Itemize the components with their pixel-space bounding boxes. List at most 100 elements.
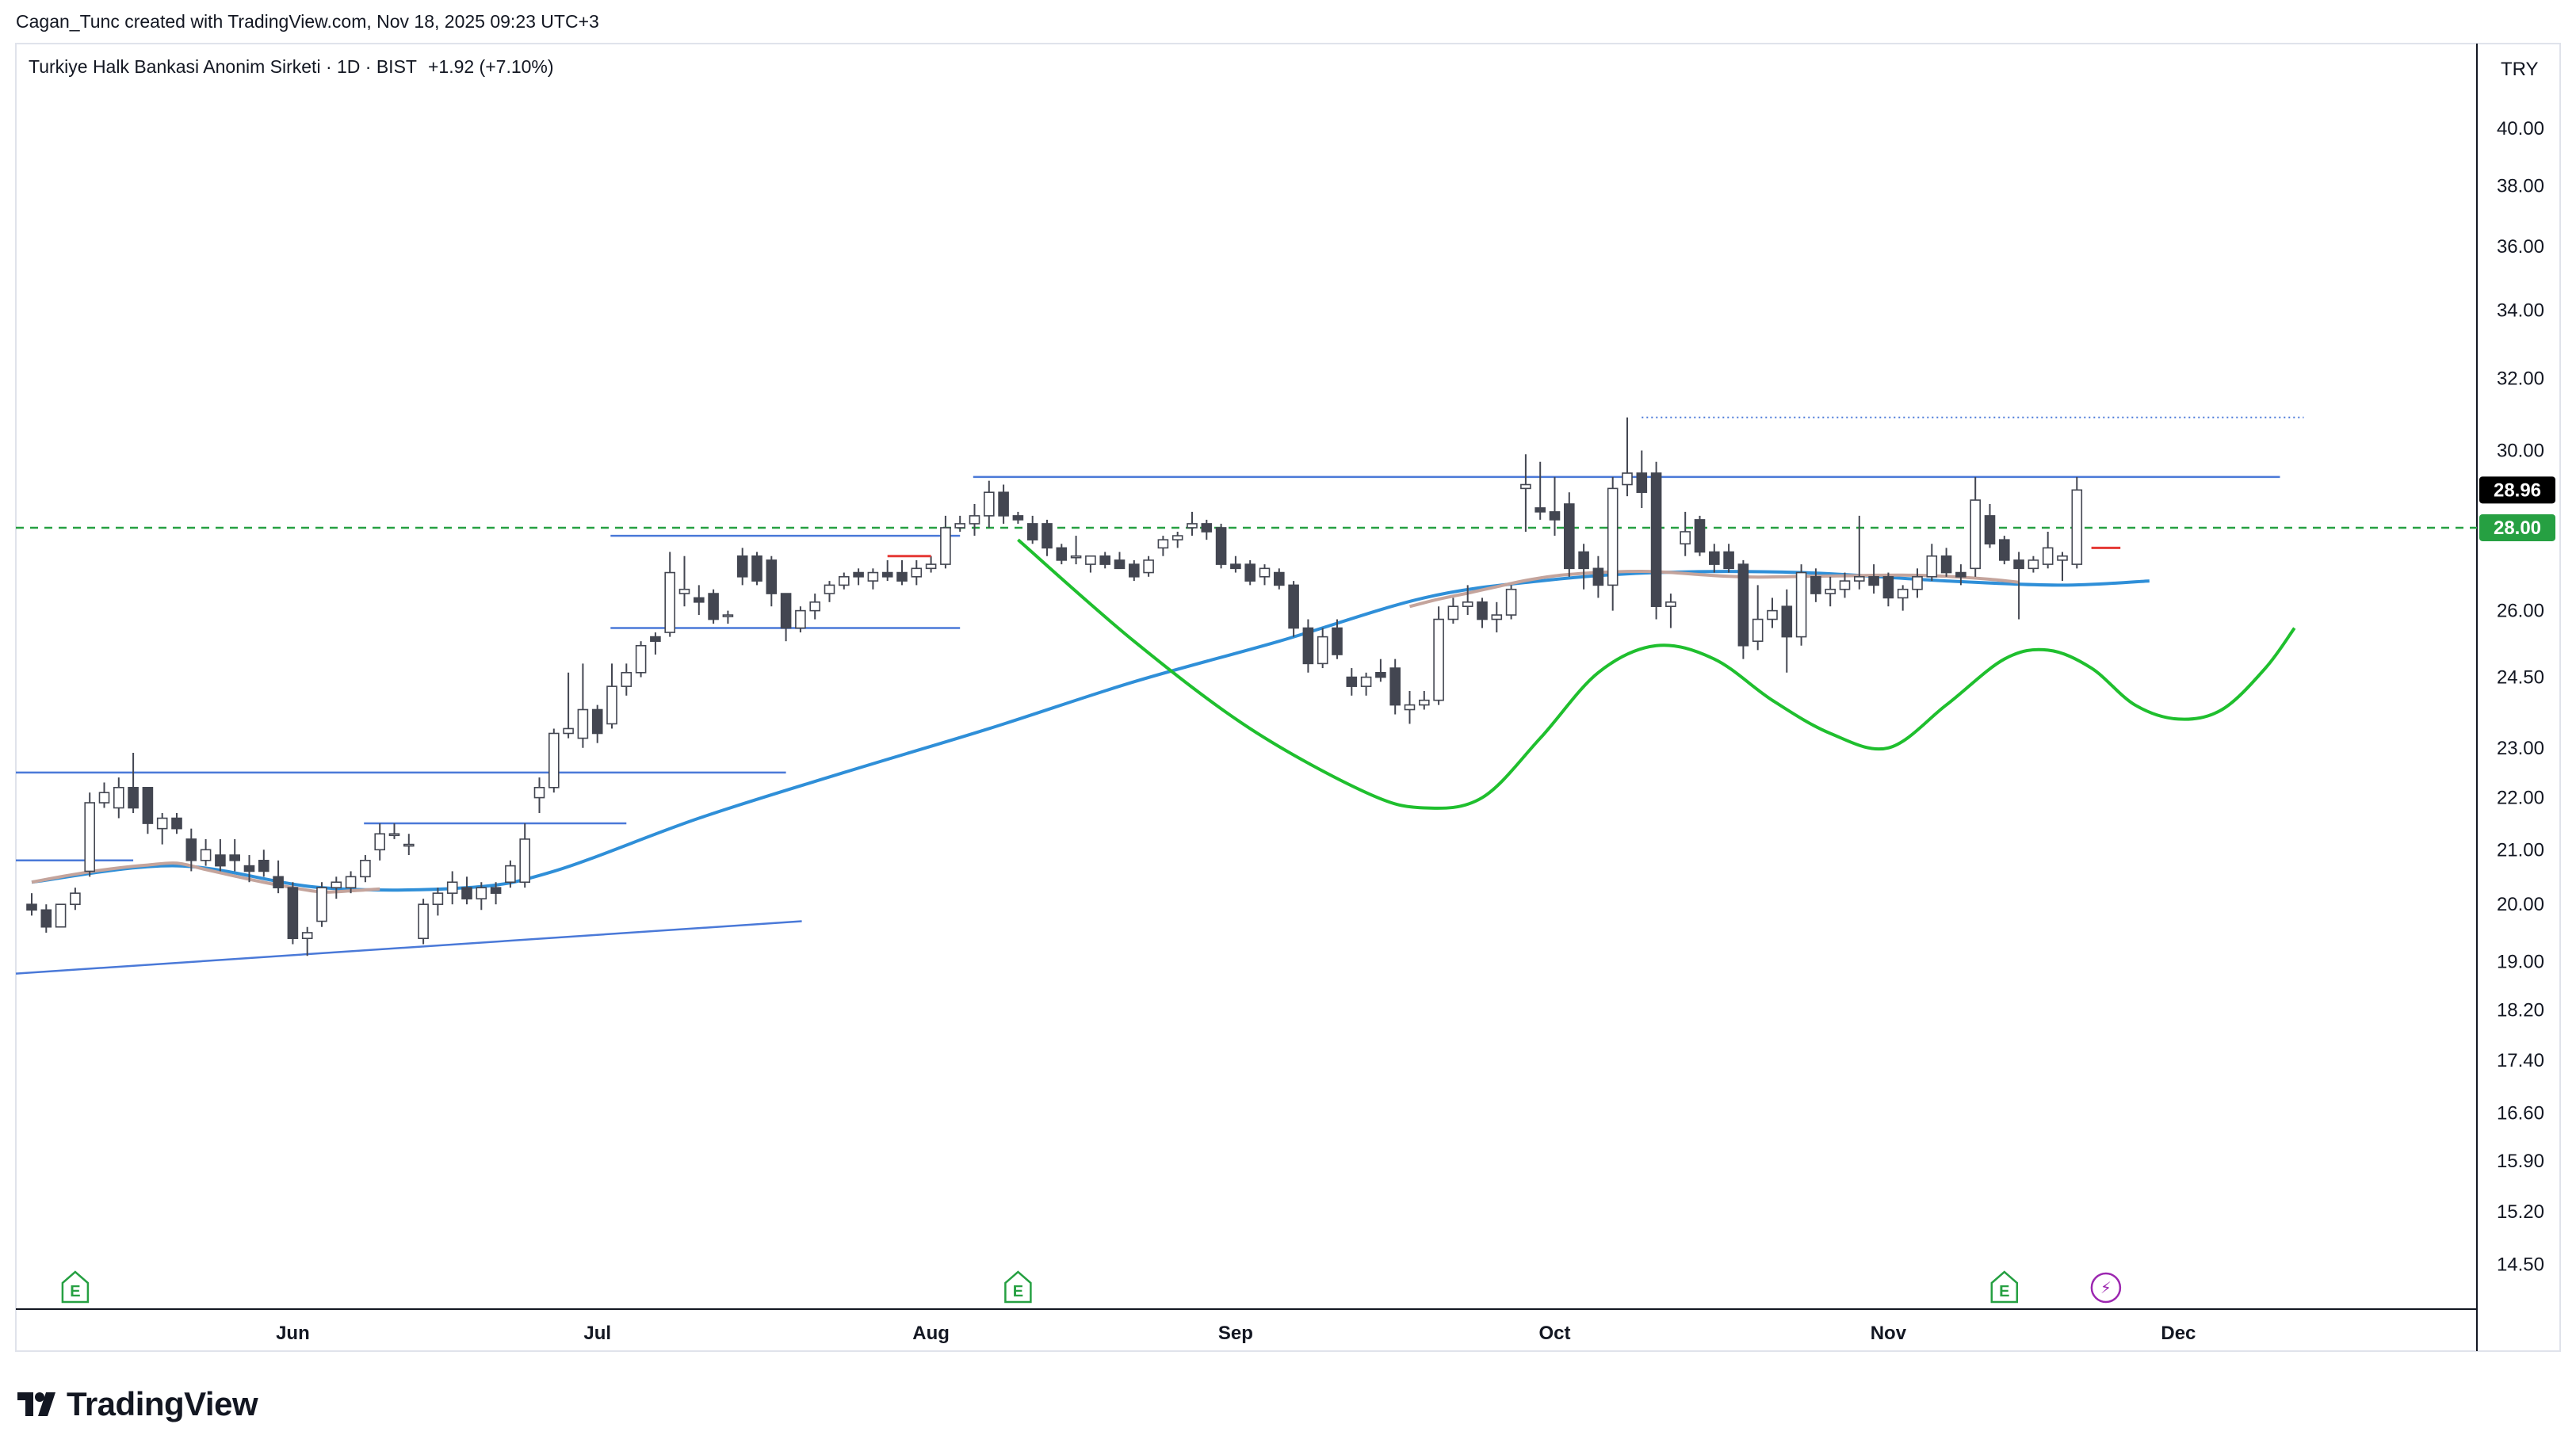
candle bbox=[1825, 576, 1836, 607]
chart-frame bbox=[15, 43, 2561, 1352]
candle bbox=[287, 882, 299, 945]
candle bbox=[98, 782, 110, 808]
candle-body bbox=[461, 887, 472, 899]
candle bbox=[1999, 536, 2010, 565]
candle bbox=[1070, 536, 1082, 565]
candle bbox=[795, 606, 806, 633]
candle-body bbox=[243, 865, 255, 872]
candle bbox=[1302, 619, 1314, 673]
candle-body bbox=[1825, 588, 1836, 594]
candle bbox=[1085, 555, 1096, 573]
candle bbox=[1767, 598, 1778, 628]
event-label: E bbox=[70, 1283, 80, 1300]
candle bbox=[476, 882, 487, 911]
candle-body bbox=[1085, 555, 1096, 565]
candle-body bbox=[1346, 676, 1358, 687]
candle-body bbox=[1767, 609, 1778, 620]
candle bbox=[896, 559, 908, 586]
candle-body bbox=[98, 792, 110, 804]
candle bbox=[461, 876, 472, 905]
candle-body bbox=[301, 932, 313, 940]
candle-body bbox=[1129, 563, 1140, 578]
candle bbox=[1433, 606, 1444, 705]
candle bbox=[984, 480, 995, 528]
candle-body bbox=[345, 876, 357, 888]
candle-body bbox=[273, 876, 284, 888]
candle bbox=[1650, 461, 1662, 620]
candle-body bbox=[171, 817, 182, 830]
candle bbox=[1607, 476, 1619, 611]
candle-body bbox=[1564, 503, 1575, 570]
candle-body bbox=[403, 843, 415, 847]
candle-body bbox=[563, 727, 574, 735]
candle-body bbox=[1070, 555, 1082, 559]
x-tick-label: Oct bbox=[1538, 1323, 1570, 1344]
earnings-event-icon[interactable]: E bbox=[1004, 1270, 1032, 1304]
candle bbox=[1549, 476, 1561, 536]
candle bbox=[1389, 659, 1401, 715]
candle-body bbox=[331, 881, 342, 888]
earnings-event-icon[interactable]: E bbox=[1990, 1270, 2019, 1304]
candle bbox=[1317, 628, 1328, 669]
moving-average-blue bbox=[31, 570, 2150, 892]
event-markers[interactable]: E E E ⚡ bbox=[61, 1270, 2122, 1304]
candle-body bbox=[1592, 567, 1604, 586]
candle bbox=[418, 899, 429, 945]
candle bbox=[1157, 536, 1169, 556]
candle-body bbox=[1419, 699, 1430, 706]
candle-body bbox=[1882, 576, 1894, 599]
candle-body bbox=[229, 854, 241, 861]
candle bbox=[1680, 511, 1691, 556]
candle-body bbox=[113, 786, 124, 809]
candle bbox=[1201, 519, 1213, 540]
x-tick-label: Nov bbox=[1871, 1323, 1907, 1344]
event-shape bbox=[1990, 1270, 2019, 1304]
candle bbox=[273, 860, 284, 894]
dividend-event-icon[interactable]: ⚡ bbox=[2090, 1272, 2122, 1304]
candle-body bbox=[200, 849, 212, 861]
x-tick-label: Jun bbox=[276, 1323, 310, 1344]
candle bbox=[446, 871, 458, 905]
candle bbox=[374, 823, 386, 861]
candle bbox=[1505, 585, 1517, 620]
candle-body bbox=[1259, 567, 1271, 578]
candle-body bbox=[1549, 511, 1561, 521]
earnings-event-icon[interactable]: E bbox=[61, 1270, 90, 1304]
candle bbox=[1346, 668, 1358, 696]
candle-body bbox=[1099, 555, 1110, 565]
candle-body bbox=[287, 887, 299, 940]
y-tick-label: 15.90 bbox=[2497, 1151, 2544, 1172]
candle bbox=[128, 752, 139, 813]
candle bbox=[1491, 601, 1503, 633]
candle bbox=[345, 871, 357, 894]
candle bbox=[1171, 531, 1183, 548]
candle bbox=[1970, 476, 1981, 577]
y-tick-label: 14.50 bbox=[2497, 1254, 2544, 1275]
candle-body bbox=[1607, 487, 1619, 586]
candle bbox=[708, 589, 719, 624]
candle bbox=[1984, 503, 1996, 548]
candle-body bbox=[2013, 559, 2024, 570]
candle-body bbox=[1709, 551, 1720, 565]
candle-body bbox=[998, 491, 1009, 517]
candle-body bbox=[70, 892, 81, 906]
y-tick-label: 23.00 bbox=[2497, 738, 2544, 759]
candle bbox=[1839, 572, 1851, 598]
event-circle bbox=[2090, 1272, 2122, 1304]
candle-body bbox=[1970, 499, 1981, 570]
candle-body bbox=[26, 903, 37, 911]
candle bbox=[1288, 581, 1299, 637]
candle bbox=[316, 882, 327, 927]
candle bbox=[969, 503, 980, 536]
candle bbox=[911, 559, 923, 586]
candle-body bbox=[1999, 539, 2010, 561]
candle bbox=[1897, 585, 1909, 611]
candle-body bbox=[591, 708, 603, 735]
candle bbox=[1694, 515, 1706, 556]
candle bbox=[1926, 544, 1938, 582]
rising-trendline bbox=[15, 920, 802, 975]
candle-body bbox=[1433, 618, 1444, 701]
candle bbox=[766, 556, 778, 607]
candle-body bbox=[621, 672, 633, 687]
